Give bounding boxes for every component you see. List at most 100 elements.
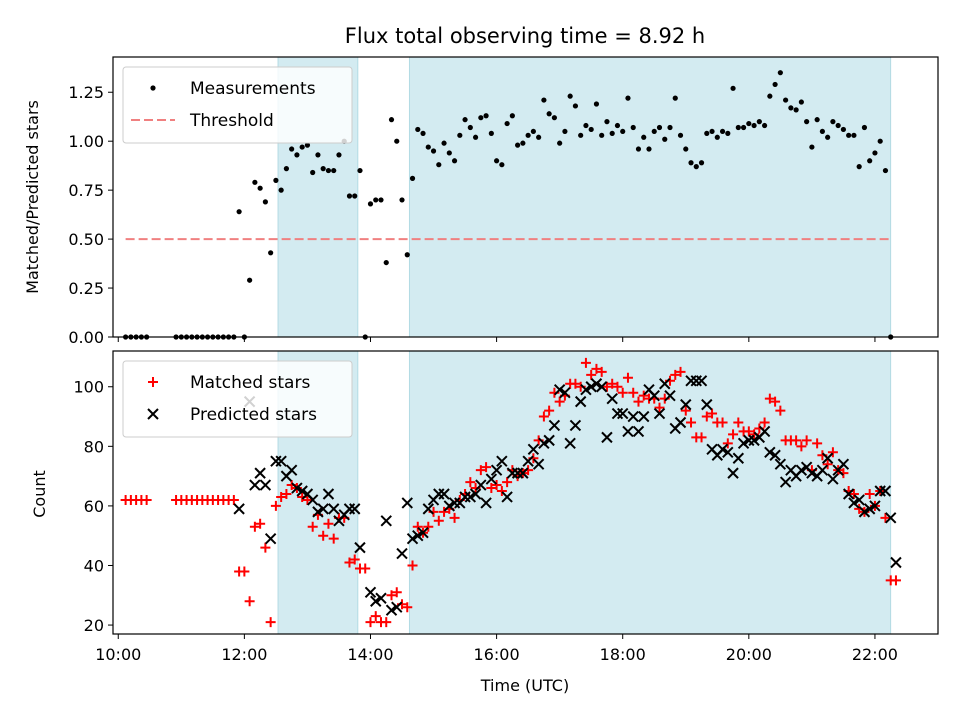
bottom-plus-point — [848, 488, 859, 499]
top-dot-point — [367, 201, 374, 207]
bottom-plus-point — [228, 494, 239, 505]
bottom-plus-point — [270, 500, 281, 511]
bottom-x-point — [469, 488, 482, 500]
top-dot-point — [451, 158, 458, 164]
bottom-x-point — [264, 532, 277, 545]
top-dot-point — [504, 120, 510, 127]
top-dot-point — [557, 140, 563, 146]
bottom-x-point — [722, 446, 734, 458]
bottom-x-point — [769, 449, 781, 461]
top-dot-point — [688, 160, 694, 166]
top-dot-point — [257, 185, 263, 191]
top-dot-point — [656, 124, 663, 131]
bottom-x-point — [664, 389, 676, 402]
top-dot-point — [273, 177, 279, 183]
bottom-plus-point — [344, 557, 355, 568]
top-dot-point — [478, 115, 484, 121]
bottom-plus-point — [633, 396, 644, 407]
top-dot-point — [599, 132, 605, 138]
bottom-x-point — [863, 503, 876, 515]
bottom-x-point — [548, 419, 561, 432]
bottom-plus-point — [696, 432, 707, 443]
bottom-plus-point — [586, 369, 597, 380]
top-y-tick-label: 0.25 — [68, 279, 104, 298]
bottom-x-point — [858, 506, 871, 518]
top-dot-point — [289, 146, 295, 152]
top-dot-point — [247, 277, 253, 283]
bottom-x-point — [653, 407, 666, 420]
top-dot-point — [420, 130, 426, 136]
bottom-plus-point — [370, 611, 381, 622]
bottom-plus-point — [407, 560, 418, 571]
top-dot-point — [310, 169, 316, 176]
top-dot-point — [546, 111, 552, 117]
top-dot-point — [641, 134, 647, 140]
bottom-x-point — [543, 434, 555, 447]
bottom-y-tick-label: 60 — [84, 497, 104, 516]
bottom-plus-point — [449, 512, 460, 523]
bottom-plus-point — [686, 417, 697, 428]
top-dot-point — [672, 95, 678, 101]
bottom-x-point — [422, 503, 434, 515]
top-dot-point — [399, 197, 405, 203]
bottom-plus-point — [654, 402, 665, 413]
bottom-x-point — [254, 467, 266, 479]
top-dot-point — [804, 119, 810, 125]
top-dot-point — [493, 158, 500, 164]
top-y-tick-label: 1.00 — [68, 132, 104, 151]
bottom-x-point — [638, 410, 650, 423]
top-dot-point — [541, 97, 547, 103]
top-dot-point — [751, 122, 757, 129]
bottom-x-point — [884, 512, 897, 524]
bottom-x-point — [249, 479, 261, 491]
top-dot-point — [772, 81, 778, 88]
bottom-x-point — [559, 386, 571, 399]
top-dot-point — [793, 107, 799, 113]
top-dot-point — [425, 144, 431, 150]
top-dot-point — [278, 187, 284, 193]
bottom-x-tick-label: 20:00 — [726, 645, 772, 664]
bottom-x-point — [496, 455, 508, 467]
bottom-x-tick-label: 10:00 — [95, 645, 141, 664]
top-dot-point — [346, 193, 353, 199]
bottom-x-point — [585, 381, 597, 393]
bottom-plus-point — [249, 521, 260, 532]
bottom-plus-point — [591, 363, 602, 374]
bottom-x-point — [380, 515, 392, 527]
top-dot-point — [830, 119, 836, 125]
bottom-x-point — [417, 527, 429, 539]
bottom-x-point — [480, 497, 492, 509]
top-dot-point — [735, 124, 741, 131]
bottom-x-point — [806, 467, 818, 479]
bottom-plus-point — [801, 435, 812, 446]
bottom-plus-point — [670, 369, 681, 380]
top-chart-title: Flux total observing time = 8.92 h — [345, 24, 705, 48]
top-dot-point — [567, 93, 573, 99]
top-dot-point — [499, 162, 505, 168]
bottom-x-point — [406, 532, 419, 545]
top-dot-point — [583, 122, 589, 129]
top-y-tick-label: 0.50 — [68, 230, 104, 249]
bottom-x-point — [259, 479, 272, 491]
bottom-x-point — [527, 443, 540, 456]
top-dot-point — [515, 142, 521, 148]
bottom-plus-point — [580, 357, 591, 368]
bottom-axes-frame — [112, 350, 939, 635]
bottom-x-point — [322, 488, 335, 500]
bottom-x-point — [737, 437, 750, 450]
legend-label: Measurements — [190, 79, 316, 99]
bottom-plus-point — [360, 563, 371, 574]
top-dot-point — [388, 117, 395, 123]
bottom-x-point — [827, 473, 839, 485]
top-dot-point — [725, 130, 731, 136]
bottom-x-point — [816, 464, 829, 476]
top-legend-box — [122, 66, 353, 144]
top-y-tick-label: 0.75 — [68, 181, 104, 200]
top-dot-point — [693, 164, 699, 170]
bottom-x-point — [306, 494, 319, 506]
bottom-x-point — [327, 503, 340, 515]
bottom-x-tick-label: 18:00 — [600, 645, 646, 664]
bottom-plus-point — [796, 441, 807, 452]
top-axes-frame — [112, 56, 939, 338]
